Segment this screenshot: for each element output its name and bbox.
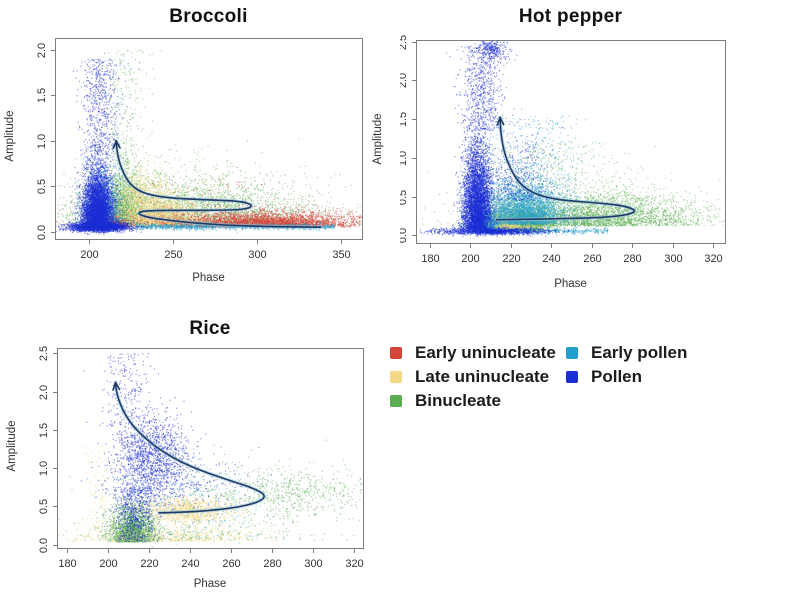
plot-title-rice: Rice (189, 318, 231, 339)
legend-label-pollen: Pollen (591, 367, 643, 386)
legend-column-2: Early pollen Pollen (566, 343, 688, 410)
y-axis-label-rice: Amplitude (6, 420, 18, 472)
rice-scatter-canvas (0, 310, 400, 608)
legend: Early uninucleate Late uninucleate Binuc… (390, 343, 688, 410)
binucleate-swatch-icon (390, 395, 402, 407)
legend-item-early-pollen: Early pollen (566, 343, 688, 362)
plot-hot-pepper: Hot pepper Phase Amplitude (372, 0, 800, 300)
legend-column-1: Early uninucleate Late uninucleate Binuc… (390, 343, 566, 410)
legend-label-early-uninucleate: Early uninucleate (415, 343, 556, 362)
legend-label-late-uninucleate: Late uninucleate (415, 367, 550, 386)
legend-item-binucleate: Binucleate (390, 391, 566, 410)
x-axis-label-rice: Phase (193, 578, 227, 590)
legend-item-early-uninucleate: Early uninucleate (390, 343, 566, 362)
legend-label-binucleate: Binucleate (415, 391, 501, 410)
legend-item-late-uninucleate: Late uninucleate (390, 367, 566, 386)
plot-title-hot-pepper: Hot pepper (518, 6, 623, 27)
legend-item-pollen: Pollen (566, 367, 687, 386)
y-axis-label-broccoli: Amplitude (4, 110, 16, 162)
legend-label-early-pollen: Early pollen (591, 343, 688, 362)
plot-rice: Rice Phase Amplitude (0, 310, 400, 608)
pollen-swatch-icon (566, 371, 578, 383)
y-axis-label-hot-pepper: Amplitude (372, 113, 384, 165)
x-axis-label-broccoli: Phase (192, 272, 225, 284)
x-axis-label-hot-pepper: Phase (554, 278, 587, 290)
plot-title-broccoli: Broccoli (169, 6, 248, 27)
broccoli-scatter-canvas (0, 0, 400, 300)
early-uninucleate-swatch-icon (390, 347, 402, 359)
hot-pepper-scatter-canvas (400, 0, 800, 300)
late-uninucleate-swatch-icon (390, 371, 402, 383)
early-pollen-swatch-icon (566, 347, 578, 359)
plot-broccoli: Broccoli Phase Amplitude (0, 0, 400, 300)
